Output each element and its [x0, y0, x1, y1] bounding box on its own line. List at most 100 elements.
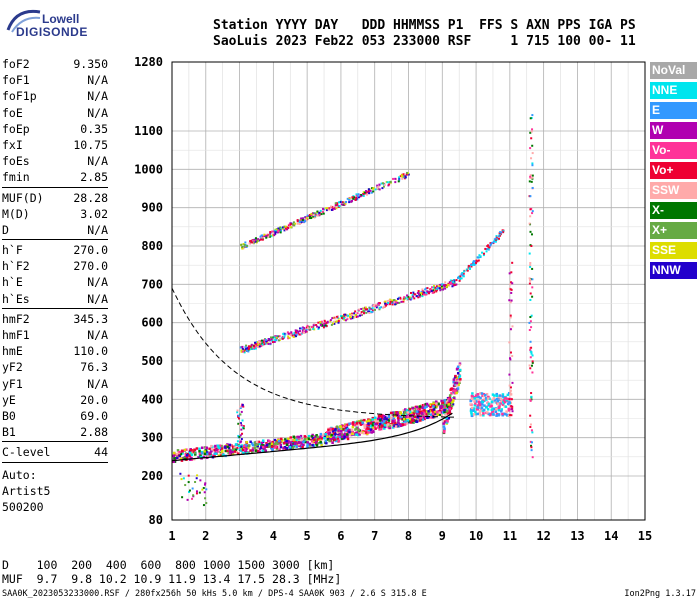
echo-point [322, 323, 325, 326]
echo-point [291, 223, 294, 226]
echo-point [531, 295, 534, 298]
param-name: foEp [2, 121, 30, 136]
echo-point [226, 445, 229, 449]
echo-point [353, 433, 357, 437]
echo-point [369, 428, 373, 431]
param-name: hmF2 [2, 311, 30, 326]
echo-point [323, 436, 326, 440]
echo-point [376, 417, 380, 421]
echo-point [423, 406, 427, 409]
echo-point [226, 449, 229, 453]
echo-point [188, 489, 191, 492]
echo-point [283, 335, 286, 338]
echo-point [309, 436, 313, 439]
echo-point [469, 403, 472, 406]
echo-point [403, 411, 407, 414]
echo-point [344, 319, 347, 322]
echo-point [290, 438, 293, 441]
echo-point [356, 424, 359, 427]
echo-point [348, 313, 351, 316]
param-value: 44 [94, 445, 108, 460]
echo-point [313, 438, 316, 441]
param-row-foe: foE N/A [2, 105, 108, 121]
echo-point [529, 264, 532, 267]
echo-point [394, 301, 397, 304]
echo-point [482, 412, 485, 415]
echo-point [406, 294, 409, 297]
echo-point [367, 190, 370, 193]
echo-point [344, 430, 348, 434]
echo-point [434, 400, 438, 403]
echo-point [381, 422, 385, 426]
echo-point [335, 315, 338, 318]
echo-point [450, 404, 454, 408]
echo-point [529, 367, 532, 370]
echo-point [181, 450, 184, 453]
param-name: yE [2, 392, 16, 407]
echo-point [510, 414, 513, 417]
echo-point [332, 322, 335, 325]
echo-point [507, 391, 511, 395]
echo-point [315, 214, 318, 217]
echo-point [508, 272, 511, 275]
legend-item-x: X+ [650, 222, 697, 239]
echo-point [531, 360, 534, 363]
logo-lowell: Lowell [42, 12, 80, 26]
echo-point [440, 414, 444, 417]
echo-point [479, 255, 482, 258]
echo-point [443, 285, 446, 288]
echo-point [506, 397, 509, 401]
param-row-mufd: MUF(D) 28.28 [2, 190, 108, 206]
echo-point [416, 416, 419, 419]
echo-point [296, 222, 299, 225]
echo-point [486, 397, 490, 400]
echo-point [497, 413, 501, 416]
echo-point [484, 397, 488, 400]
echo-point [482, 252, 485, 255]
echo-point [500, 399, 503, 403]
echo-point [320, 437, 323, 440]
echo-point [275, 336, 278, 339]
echo-point [471, 392, 474, 395]
echo-point [239, 346, 242, 349]
echo-point [259, 446, 263, 449]
echo-point [272, 341, 275, 344]
echo-point [290, 442, 294, 446]
echo-point [473, 263, 476, 266]
echo-point [268, 445, 271, 448]
echo-point [359, 195, 362, 198]
echo-point [410, 414, 414, 417]
echo-point [271, 230, 274, 233]
param-name: fxI [2, 137, 23, 152]
echo-point [440, 283, 443, 286]
echo-point [355, 433, 358, 436]
echo-point [292, 335, 295, 338]
echo-point [287, 337, 290, 340]
echo-point [348, 422, 351, 426]
echo-point [370, 310, 373, 313]
echo-point [240, 410, 243, 413]
echo-point [240, 428, 243, 431]
echo-point [414, 293, 417, 296]
echo-point [509, 392, 512, 395]
echo-point [374, 427, 377, 430]
echo-point [388, 424, 391, 428]
echo-point [453, 391, 457, 395]
echo-point [531, 174, 534, 177]
param-row-clevel: C-level 44 [2, 444, 108, 460]
echo-point [350, 428, 354, 432]
param-value: N/A [87, 73, 108, 88]
echo-point [376, 186, 379, 189]
echo-point [241, 405, 244, 408]
echo-traces [172, 114, 534, 507]
echo-point [292, 435, 296, 439]
y-tick-label: 1280 [134, 55, 163, 69]
echo-point [284, 227, 287, 230]
echo-point [312, 214, 315, 217]
echo-point [253, 446, 256, 450]
echo-point [303, 439, 306, 442]
echo-point [530, 130, 533, 133]
echo-point [181, 496, 184, 499]
echo-point [496, 403, 500, 406]
echo-point [258, 340, 261, 343]
